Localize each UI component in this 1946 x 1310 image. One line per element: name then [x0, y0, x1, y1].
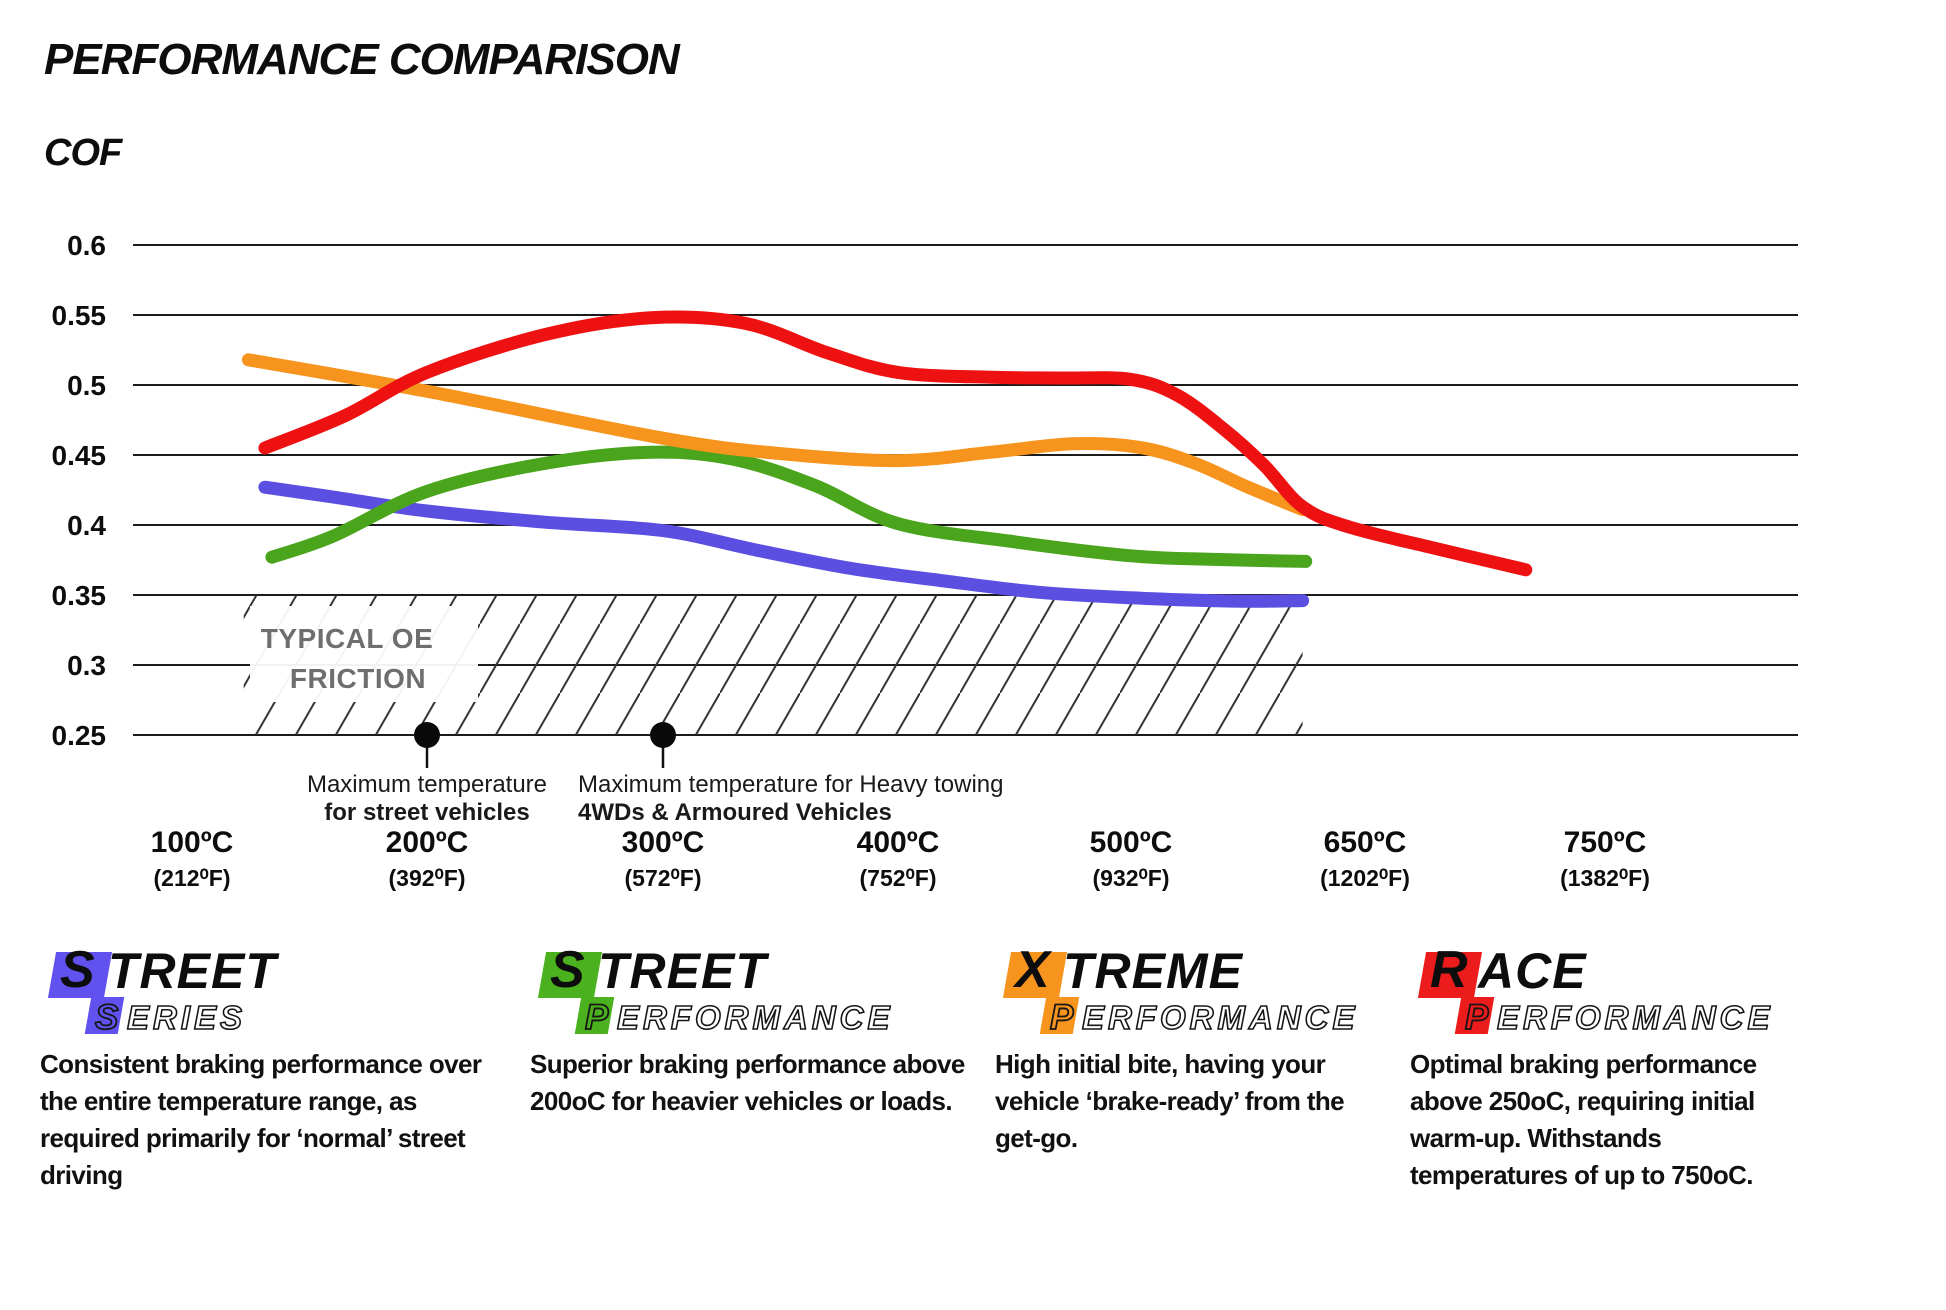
x-tick-label: 650ºC — [1324, 826, 1407, 859]
logo-word1-first: S — [60, 941, 95, 999]
series-line-race-performance — [258, 310, 1533, 577]
y-tick-label: 0.25 — [52, 720, 107, 751]
series-line-street-series — [258, 480, 1310, 608]
logo-word2-rest: ERFORMANCE — [616, 999, 894, 1036]
logo-word1-first: X — [1015, 941, 1050, 999]
x-tick-label: 100ºC — [151, 826, 234, 859]
y-tick-label: 0.6 — [67, 230, 106, 261]
cof-temperature-line-chart: 0.6 0.55 0.5 0.45 0.4 0.35 0.3 0.25 TYPICAL OE FR… — [52, 230, 1798, 891]
oe-band-label: FRICTION — [290, 663, 426, 694]
x-tick-sublabel: (1202⁰F) — [1320, 865, 1410, 891]
x-tick-sublabel: (932⁰F) — [1093, 865, 1170, 891]
y-tick-label: 0.55 — [52, 300, 107, 331]
description-xtreme-performance: High initial bite, having your vehicle ‘… — [995, 1049, 1345, 1153]
logo-word2-first: P — [584, 998, 609, 1037]
y-tick-label: 0.35 — [52, 580, 107, 611]
logo-street-series: S TREET S ERIES — [40, 944, 510, 1046]
description-race-performance: Optimal braking performance above 250oC,… — [1410, 1049, 1757, 1190]
x-tick-sublabel: (572⁰F) — [625, 865, 702, 891]
description-street-series: Consistent braking performance over the … — [40, 1049, 482, 1190]
y-tick-label: 0.5 — [67, 370, 106, 401]
x-tick-label: 200ºC — [386, 826, 469, 859]
logo-word2-rest: ERIES — [126, 999, 247, 1036]
logo-word1-first: S — [550, 941, 585, 999]
description-street-performance: Superior braking performance above 200oC… — [530, 1049, 965, 1116]
logo-word1-rest: TREME — [1063, 943, 1243, 999]
y-axis-title: COF — [44, 132, 122, 174]
annotation-label: Maximum temperature for Heavy towing — [578, 771, 1003, 798]
x-tick-sublabel: (212⁰F) — [154, 865, 231, 891]
annotation-label: 4WDs & Armoured Vehicles — [578, 799, 892, 826]
logo-word2-first: S — [94, 998, 119, 1037]
y-tick-label: 0.3 — [67, 650, 106, 681]
x-tick-label: 750ºC — [1564, 826, 1647, 859]
logo-word1-first: R — [1430, 941, 1468, 999]
annotation-label: for street vehicles — [324, 799, 529, 826]
series-line-xtreme-performance — [241, 353, 1310, 517]
logo-race-performance: R ACE P ERFORMANCE — [1410, 944, 1880, 1046]
oe-band-label: TYPICAL OE — [261, 623, 434, 654]
logo-word2-first: P — [1464, 998, 1489, 1037]
x-tick-sublabel: (752⁰F) — [860, 865, 937, 891]
annotation-label: Maximum temperature — [307, 771, 547, 798]
logo-word1-rest: TREET — [598, 943, 767, 999]
max-temperature-dot — [414, 722, 440, 748]
x-tick-label: 500ºC — [1090, 826, 1173, 859]
x-tick-sublabel: (1382⁰F) — [1560, 865, 1650, 891]
logo-word2-first: P — [1049, 998, 1074, 1037]
page-title: PERFORMANCE COMPARISON — [44, 35, 680, 84]
logo-street-performance: S TREET P ERFORMANCE — [530, 944, 1000, 1046]
logo-word1-rest: TREET — [108, 943, 277, 999]
logo-word2-rest: ERFORMANCE — [1081, 999, 1359, 1036]
series-line-street-performance — [265, 445, 1313, 568]
y-tick-label: 0.45 — [52, 440, 107, 471]
max-temperature-dot — [650, 722, 676, 748]
logo-word2-rest: ERFORMANCE — [1496, 999, 1774, 1036]
y-tick-label: 0.4 — [67, 510, 106, 541]
logo-word1-rest: ACE — [1478, 943, 1587, 999]
x-tick-label: 400ºC — [857, 826, 940, 859]
x-tick-sublabel: (392⁰F) — [389, 865, 466, 891]
logo-xtreme-performance: X TREME P ERFORMANCE — [995, 944, 1465, 1046]
oe-band-label-backdrop — [250, 606, 478, 702]
x-tick-label: 300ºC — [622, 826, 705, 859]
